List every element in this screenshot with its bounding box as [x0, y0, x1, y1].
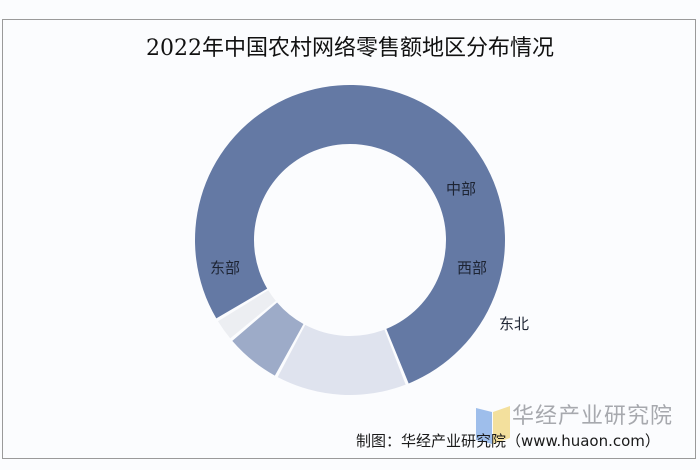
watermark-logo-icon: [476, 406, 510, 444]
donut-slice-1: [277, 324, 406, 395]
chart-title: 2022年中国农村网络零售额地区分布情况: [146, 36, 554, 61]
donut-slice-2: [232, 302, 304, 376]
donut-slice-0: [195, 85, 506, 384]
slice-label-central: 中部: [446, 180, 477, 198]
slice-label-east: 东部: [210, 259, 241, 277]
donut-slice-3: [217, 290, 276, 339]
slice-label-northeast: 东北: [499, 315, 530, 333]
donut-slices: [195, 85, 506, 395]
watermark-text: 华经产业研究院: [512, 404, 674, 429]
source-note: 制图：华经产业研究院（www.huaon.com）: [356, 432, 660, 450]
slice-label-west: 西部: [457, 259, 488, 277]
